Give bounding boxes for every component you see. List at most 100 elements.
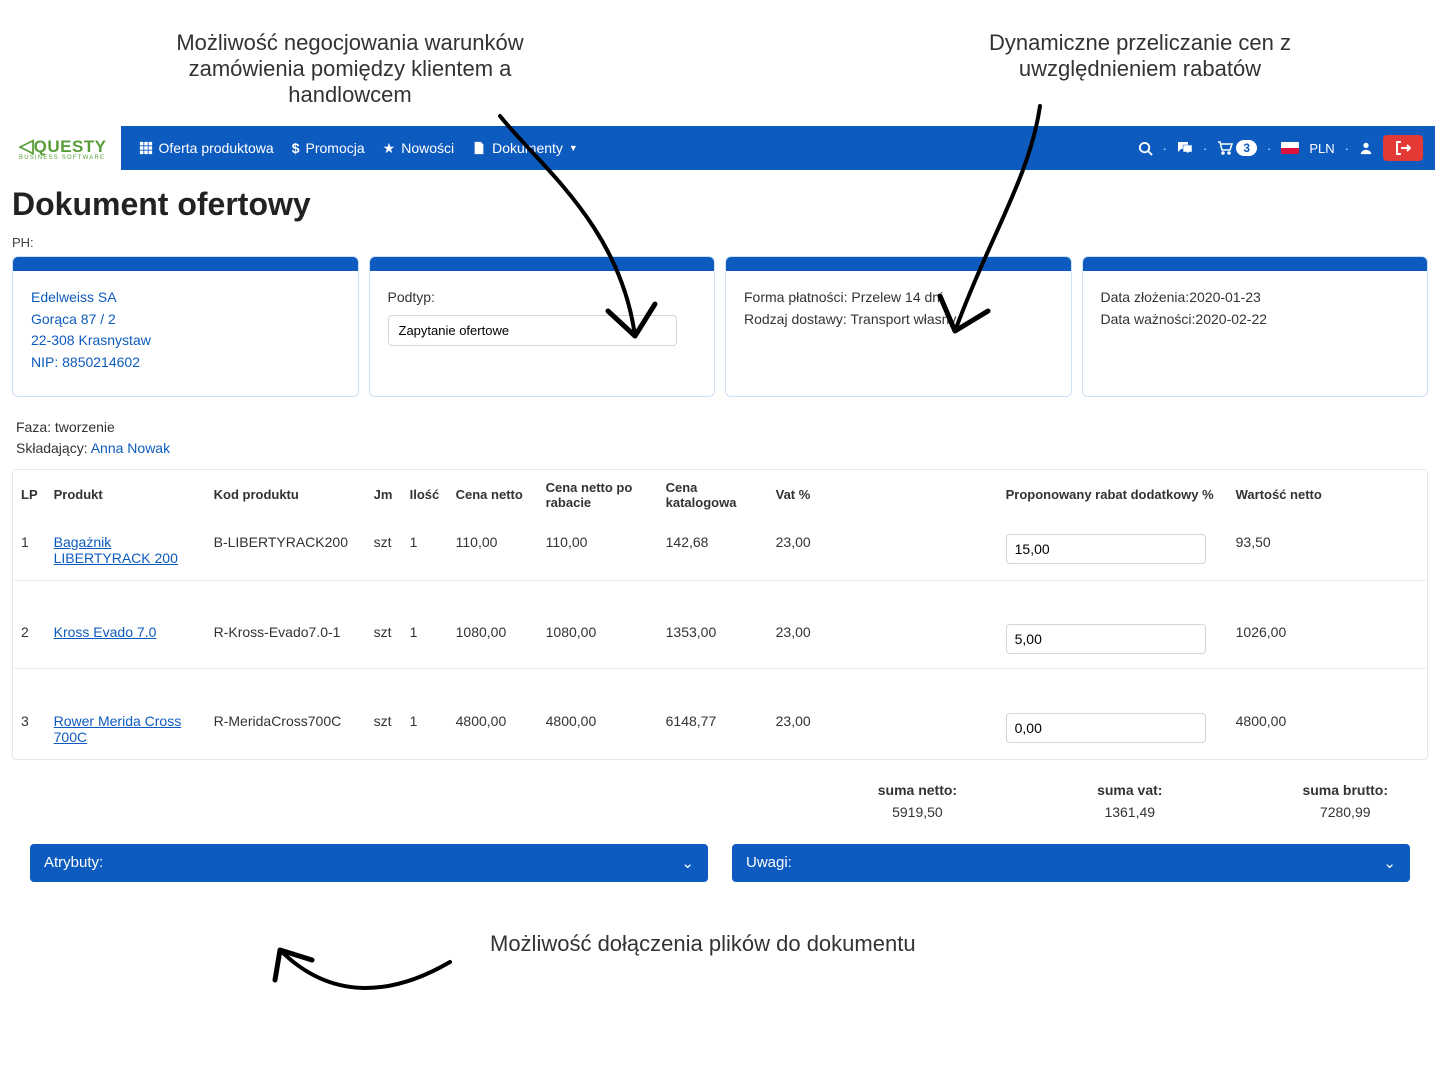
cell-value: 4800,00 (1228, 699, 1427, 759)
client-name-link[interactable]: Edelweiss SA (31, 289, 117, 305)
subtype-label: Podtyp: (388, 287, 697, 309)
cell-catalog: 6148,77 (658, 699, 768, 759)
logout-button[interactable] (1383, 135, 1423, 161)
th-rebate: Proponowany rabat dodatkowy % (998, 470, 1228, 520)
cell-qty: 1 (402, 699, 448, 759)
nav-label: Dokumenty (492, 140, 563, 156)
arrow-bottom (240, 922, 460, 1012)
total-gross-value: 7280,99 (1302, 804, 1388, 820)
meta-info: Faza: tworzenie Składający: Anna Nowak (16, 417, 1428, 459)
cart-icon (1217, 141, 1233, 155)
rebate-input[interactable] (1006, 534, 1206, 564)
annotation-bottom: Możliwość dołączenia plików do dokumentu (0, 892, 1440, 1042)
products-table: LP Produkt Kod produktu Jm Ilość Cena ne… (12, 469, 1428, 760)
cell-net-rebate: 1080,00 (538, 610, 658, 669)
cell-net-rebate: 110,00 (538, 520, 658, 581)
nav-label: Nowości (401, 140, 454, 156)
cell-value: 1026,00 (1228, 610, 1427, 669)
nav-items: Oferta produktowa $ Promocja ★ Nowości D… (139, 140, 578, 157)
currency-label[interactable]: PLN (1309, 141, 1334, 156)
logo[interactable]: ◁QUESTY BUSINESS SOFTWARE (5, 126, 121, 170)
date-valid: Data ważności:2020-02-22 (1101, 309, 1410, 331)
user-icon[interactable] (1359, 141, 1373, 155)
payment-terms: Forma płatności: Przelew 14 dni (744, 287, 1053, 309)
total-net-value: 5919,50 (878, 804, 957, 820)
chevron-down-icon: ⌄ (681, 854, 694, 872)
cart-count: 3 (1236, 140, 1257, 156)
annotation-attach: Możliwość dołączenia plików do dokumentu (490, 930, 916, 959)
collapsible-bars: Atrybuty: ⌄ Uwagi: ⌄ (12, 836, 1428, 882)
total-vat-value: 1361,49 (1097, 804, 1162, 820)
delivery-terms: Rodzaj dostawy: Transport własny (744, 309, 1053, 331)
cell-net: 1080,00 (448, 610, 538, 669)
totals-row: suma netto: 5919,50 suma vat: 1361,49 su… (12, 760, 1428, 836)
annotation-negotiation: Możliwość negocjowania warunków zamówien… (150, 30, 550, 108)
flag-pl-icon[interactable] (1281, 142, 1299, 154)
grid-icon (139, 141, 153, 155)
cell-vat: 23,00 (768, 699, 998, 759)
cell-jm: szt (366, 610, 402, 669)
th-qty: Ilość (402, 470, 448, 520)
total-net-label: suma netto: (878, 782, 957, 798)
card-client: Edelweiss SA Gorąca 87 / 2 22-308 Krasny… (12, 256, 359, 397)
th-lp: LP (13, 470, 46, 520)
table-row: 1 Bagażnik LIBERTYRACK 200 B-LIBERTYRACK… (13, 520, 1427, 581)
product-link[interactable]: Bagażnik LIBERTYRACK 200 (54, 534, 178, 566)
th-value: Wartość netto (1228, 470, 1427, 520)
search-icon[interactable] (1138, 141, 1153, 156)
rebate-input[interactable] (1006, 624, 1206, 654)
client-nip[interactable]: NIP: 8850214602 (31, 354, 140, 370)
th-vat: Vat % (768, 470, 998, 520)
nav-right: · · 3 · PLN · (1138, 135, 1423, 161)
nav-oferta[interactable]: Oferta produktowa (139, 140, 274, 156)
nav-promocja[interactable]: $ Promocja (292, 140, 365, 156)
chat-icon[interactable] (1177, 141, 1193, 155)
page-title: Dokument ofertowy (12, 186, 1428, 223)
submitter-link[interactable]: Anna Nowak (91, 440, 170, 456)
th-catalog: Cena katalogowa (658, 470, 768, 520)
nav-nowosci[interactable]: ★ Nowości (383, 140, 454, 157)
product-link[interactable]: Kross Evado 7.0 (54, 624, 157, 640)
attributes-label: Atrybuty: (44, 854, 103, 871)
annotation-top: Możliwość negocjowania warunków zamówien… (0, 0, 1440, 108)
cart-button[interactable]: 3 (1217, 140, 1257, 156)
cell-lp: 2 (13, 610, 46, 669)
card-dates: Data złożenia:2020-01-23 Data ważności:2… (1082, 256, 1429, 397)
attributes-bar[interactable]: Atrybuty: ⌄ (30, 844, 708, 882)
rebate-input[interactable] (1006, 713, 1206, 743)
subtype-input[interactable] (388, 315, 678, 346)
cell-catalog: 1353,00 (658, 610, 768, 669)
ph-label: PH: (12, 235, 1428, 250)
client-addr1[interactable]: Gorąca 87 / 2 (31, 311, 116, 327)
total-vat-label: suma vat: (1097, 782, 1162, 798)
cell-net-rebate: 4800,00 (538, 699, 658, 759)
cell-code: B-LIBERTYRACK200 (206, 520, 366, 581)
th-code: Kod produktu (206, 470, 366, 520)
cell-lp: 3 (13, 699, 46, 759)
product-link[interactable]: Rower Merida Cross 700C (54, 713, 182, 745)
cell-vat: 23,00 (768, 520, 998, 581)
nav-dokumenty[interactable]: Dokumenty ▼ (472, 140, 578, 156)
chevron-down-icon: ▼ (569, 143, 578, 153)
client-addr2[interactable]: 22-308 Krasnystaw (31, 332, 151, 348)
navbar: ◁QUESTY BUSINESS SOFTWARE Oferta produkt… (5, 126, 1435, 170)
file-icon (472, 141, 486, 155)
chevron-down-icon: ⌄ (1383, 854, 1396, 872)
cell-qty: 1 (402, 520, 448, 581)
table-row: 3 Rower Merida Cross 700C R-MeridaCross7… (13, 699, 1427, 759)
nav-label: Oferta produktowa (159, 140, 274, 156)
dollar-icon: $ (292, 140, 300, 156)
cell-qty: 1 (402, 610, 448, 669)
cell-vat: 23,00 (768, 610, 998, 669)
th-net-rebate: Cena netto po rabacie (538, 470, 658, 520)
nav-label: Promocja (306, 140, 365, 156)
cell-lp: 1 (13, 520, 46, 581)
date-created: Data złożenia:2020-01-23 (1101, 287, 1410, 309)
cell-catalog: 142,68 (658, 520, 768, 581)
card-subtype: Podtyp: (369, 256, 716, 397)
remarks-bar[interactable]: Uwagi: ⌄ (732, 844, 1410, 882)
annotation-pricing: Dynamiczne przeliczanie cen z uwzględnie… (940, 30, 1340, 108)
cell-value: 93,50 (1228, 520, 1427, 581)
remarks-label: Uwagi: (746, 854, 792, 871)
cell-jm: szt (366, 699, 402, 759)
